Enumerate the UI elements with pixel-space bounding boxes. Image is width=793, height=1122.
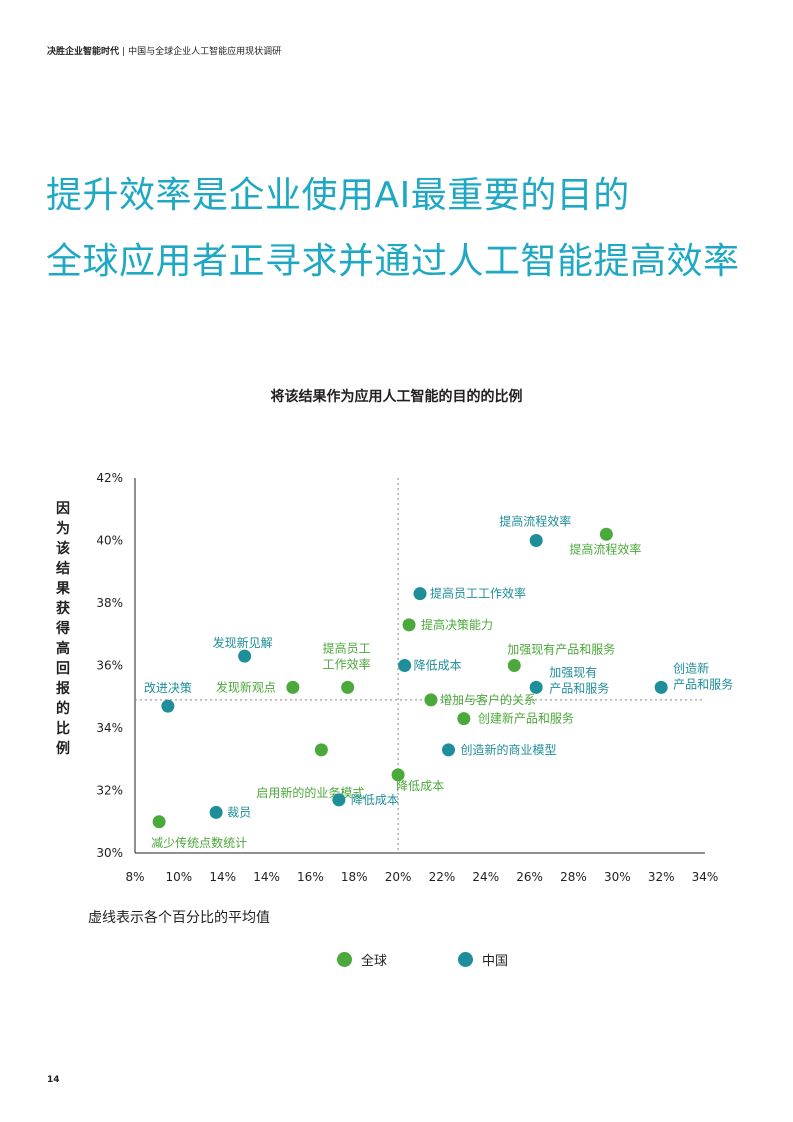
x-tick-label: 34%	[692, 870, 719, 884]
x-tick-label: 28%	[560, 870, 587, 884]
point-global	[341, 680, 355, 694]
point-global	[457, 712, 471, 726]
chart-title: 将该结果作为应用人工智能的目的的比例	[270, 389, 523, 405]
legend-marker-global	[337, 952, 352, 967]
point-global	[402, 618, 416, 632]
point-label-global: 提高流程效率	[569, 541, 641, 556]
running-header: 决胜企业智能时代 | 中国与全球企业人工智能应用现状调研	[47, 44, 281, 57]
point-label-global: 提高员工工作效率	[323, 640, 371, 671]
legend-marker-china	[458, 952, 473, 967]
point-label-global: 减少传统点数统计	[151, 835, 247, 850]
point-china	[442, 743, 455, 757]
y-tick-label: 40%	[96, 534, 123, 548]
y-tick-label: 38%	[96, 596, 123, 610]
chart-footnote: 虚线表示各个百分比的平均值	[88, 910, 270, 926]
point-china	[161, 699, 175, 713]
point-label-global: 启用新的的业务模式	[256, 785, 364, 800]
point-global	[314, 743, 328, 757]
x-tick-label: 14%	[209, 870, 236, 884]
header-subtitle: 中国与全球企业人工智能应用现状调研	[128, 47, 282, 57]
x-tick-label: 30%	[604, 870, 631, 884]
x-tick-label: 8%	[125, 870, 144, 884]
point-label-china: 创造新产品和服务	[673, 660, 733, 691]
headline-line-1: 提升效率是企业使用AI最重要的目的	[46, 175, 630, 216]
point-label-china: 裁员	[227, 805, 251, 819]
point-label-global: 发现新观点	[216, 679, 276, 694]
point-global	[507, 659, 521, 672]
y-tick-label: 32%	[96, 784, 123, 798]
point-label-global: 提高决策能力	[421, 617, 493, 632]
point-china	[529, 534, 543, 547]
x-tick-label: 14%	[253, 870, 280, 884]
point-global	[286, 680, 300, 694]
y-tick-label: 34%	[96, 721, 123, 735]
legend-label-china: 中国	[482, 954, 509, 969]
point-label-china: 改进决策	[144, 681, 192, 695]
point-label-china: 降低成本	[414, 659, 462, 673]
point-china	[209, 805, 223, 819]
y-tick-label: 30%	[96, 846, 123, 860]
point-china	[238, 649, 252, 663]
x-tick-label: 22%	[429, 870, 456, 884]
point-label-global: 增加与客户的关系	[440, 692, 536, 707]
point-label-china: 降低成本	[351, 793, 399, 807]
point-label-china: 发现新见解	[213, 635, 273, 650]
y-tick-label: 36%	[96, 659, 123, 673]
chart-y-axis-label: 因为该结果获得高回报的比例	[56, 501, 70, 757]
x-tick-label: 20%	[385, 870, 412, 884]
legend-item-global: 全球	[337, 950, 387, 969]
y-tick-label: 42%	[96, 471, 123, 485]
point-label-global: 创建新产品和服务	[478, 711, 574, 726]
point-global	[391, 768, 405, 782]
point-china	[413, 587, 427, 601]
point-global	[599, 527, 613, 541]
x-tick-label: 32%	[648, 870, 675, 884]
legend-item-china: 中国	[458, 950, 508, 969]
point-label-china: 提高员工工作效率	[430, 586, 526, 601]
x-tick-label: 10%	[166, 870, 193, 884]
point-label-global: 加强现有产品和服务	[507, 642, 615, 657]
x-tick-label: 16%	[297, 870, 324, 884]
headline-line-2: 全球应用者正寻求并通过人工智能提高效率	[46, 241, 740, 282]
header-separator: |	[122, 47, 126, 57]
point-china	[332, 793, 346, 807]
point-label-china: 提高流程效率	[499, 514, 571, 529]
point-label-china: 创造新的商业模型	[461, 742, 557, 757]
point-global	[152, 815, 166, 829]
x-tick-label: 18%	[341, 870, 368, 884]
point-label-global: 降低成本	[396, 779, 444, 793]
x-tick-label: 26%	[516, 870, 543, 884]
header-title: 决胜企业智能时代	[47, 47, 120, 57]
point-china	[654, 680, 668, 694]
point-china	[398, 659, 412, 672]
point-china	[529, 680, 543, 694]
page-number: 14	[47, 1075, 60, 1085]
point-global	[424, 693, 438, 707]
legend-label-global: 全球	[361, 954, 388, 969]
x-tick-label: 24%	[472, 870, 499, 884]
point-label-china: 加强现有产品和服务	[549, 665, 609, 695]
